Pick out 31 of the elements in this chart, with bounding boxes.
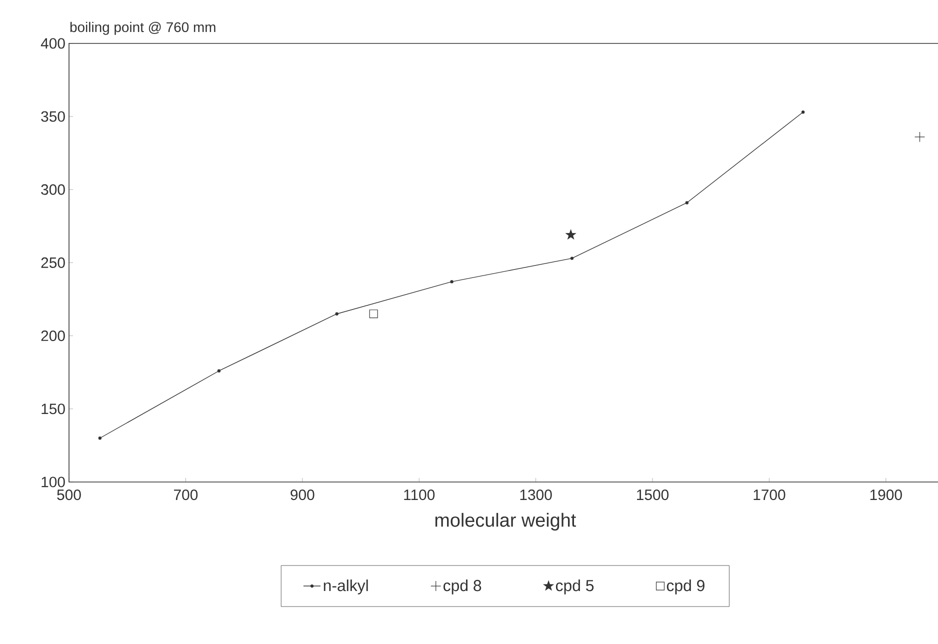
y-tick-label: 250 <box>41 257 65 268</box>
x-axis-title: molecular weight <box>435 512 576 531</box>
point <box>914 132 926 142</box>
point <box>801 110 805 114</box>
point <box>369 310 378 318</box>
y-tick-label: 100 <box>42 476 65 488</box>
x-tick-label: 700 <box>174 490 198 500</box>
x-tick-label: 1100 <box>404 490 435 500</box>
point <box>570 256 574 260</box>
y-tick-label: 200 <box>41 330 65 342</box>
x-tick-label: 1500 <box>637 490 669 500</box>
legend-label: cpd 5 <box>556 580 594 594</box>
x-tick-label: 1300 <box>520 490 552 500</box>
legend-label: n-alkyl <box>324 580 368 594</box>
y-tick-label: 400 <box>40 38 65 49</box>
point <box>685 201 689 204</box>
x-tick-label: 1900 <box>870 490 902 500</box>
y-tick-label: 350 <box>41 111 65 122</box>
x-tick-label: 500 <box>57 490 81 500</box>
x-tick-label: 900 <box>290 490 314 500</box>
point <box>335 312 338 316</box>
point <box>98 436 102 440</box>
x-tick-label: 1700 <box>754 490 786 500</box>
y-axis-title: boiling point @ 760 mm <box>70 22 216 35</box>
y-tick-label: 300 <box>41 184 65 195</box>
legend-label: cpd 8 <box>444 580 482 594</box>
legend-label: cpd 9 <box>666 580 704 594</box>
point <box>217 369 221 372</box>
point <box>566 230 576 240</box>
point <box>450 280 454 284</box>
y-tick-label: 150 <box>42 404 65 414</box>
